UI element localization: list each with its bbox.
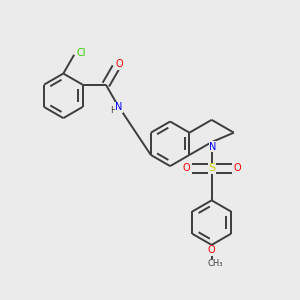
Text: O: O [115, 59, 123, 69]
Text: Cl: Cl [76, 48, 86, 58]
Text: S: S [208, 164, 215, 173]
Text: N: N [209, 142, 217, 152]
Text: O: O [233, 164, 241, 173]
Text: CH₃: CH₃ [208, 259, 224, 268]
Text: H: H [110, 106, 117, 115]
Text: O: O [182, 164, 190, 173]
Text: O: O [208, 245, 215, 256]
Text: N: N [115, 102, 122, 112]
